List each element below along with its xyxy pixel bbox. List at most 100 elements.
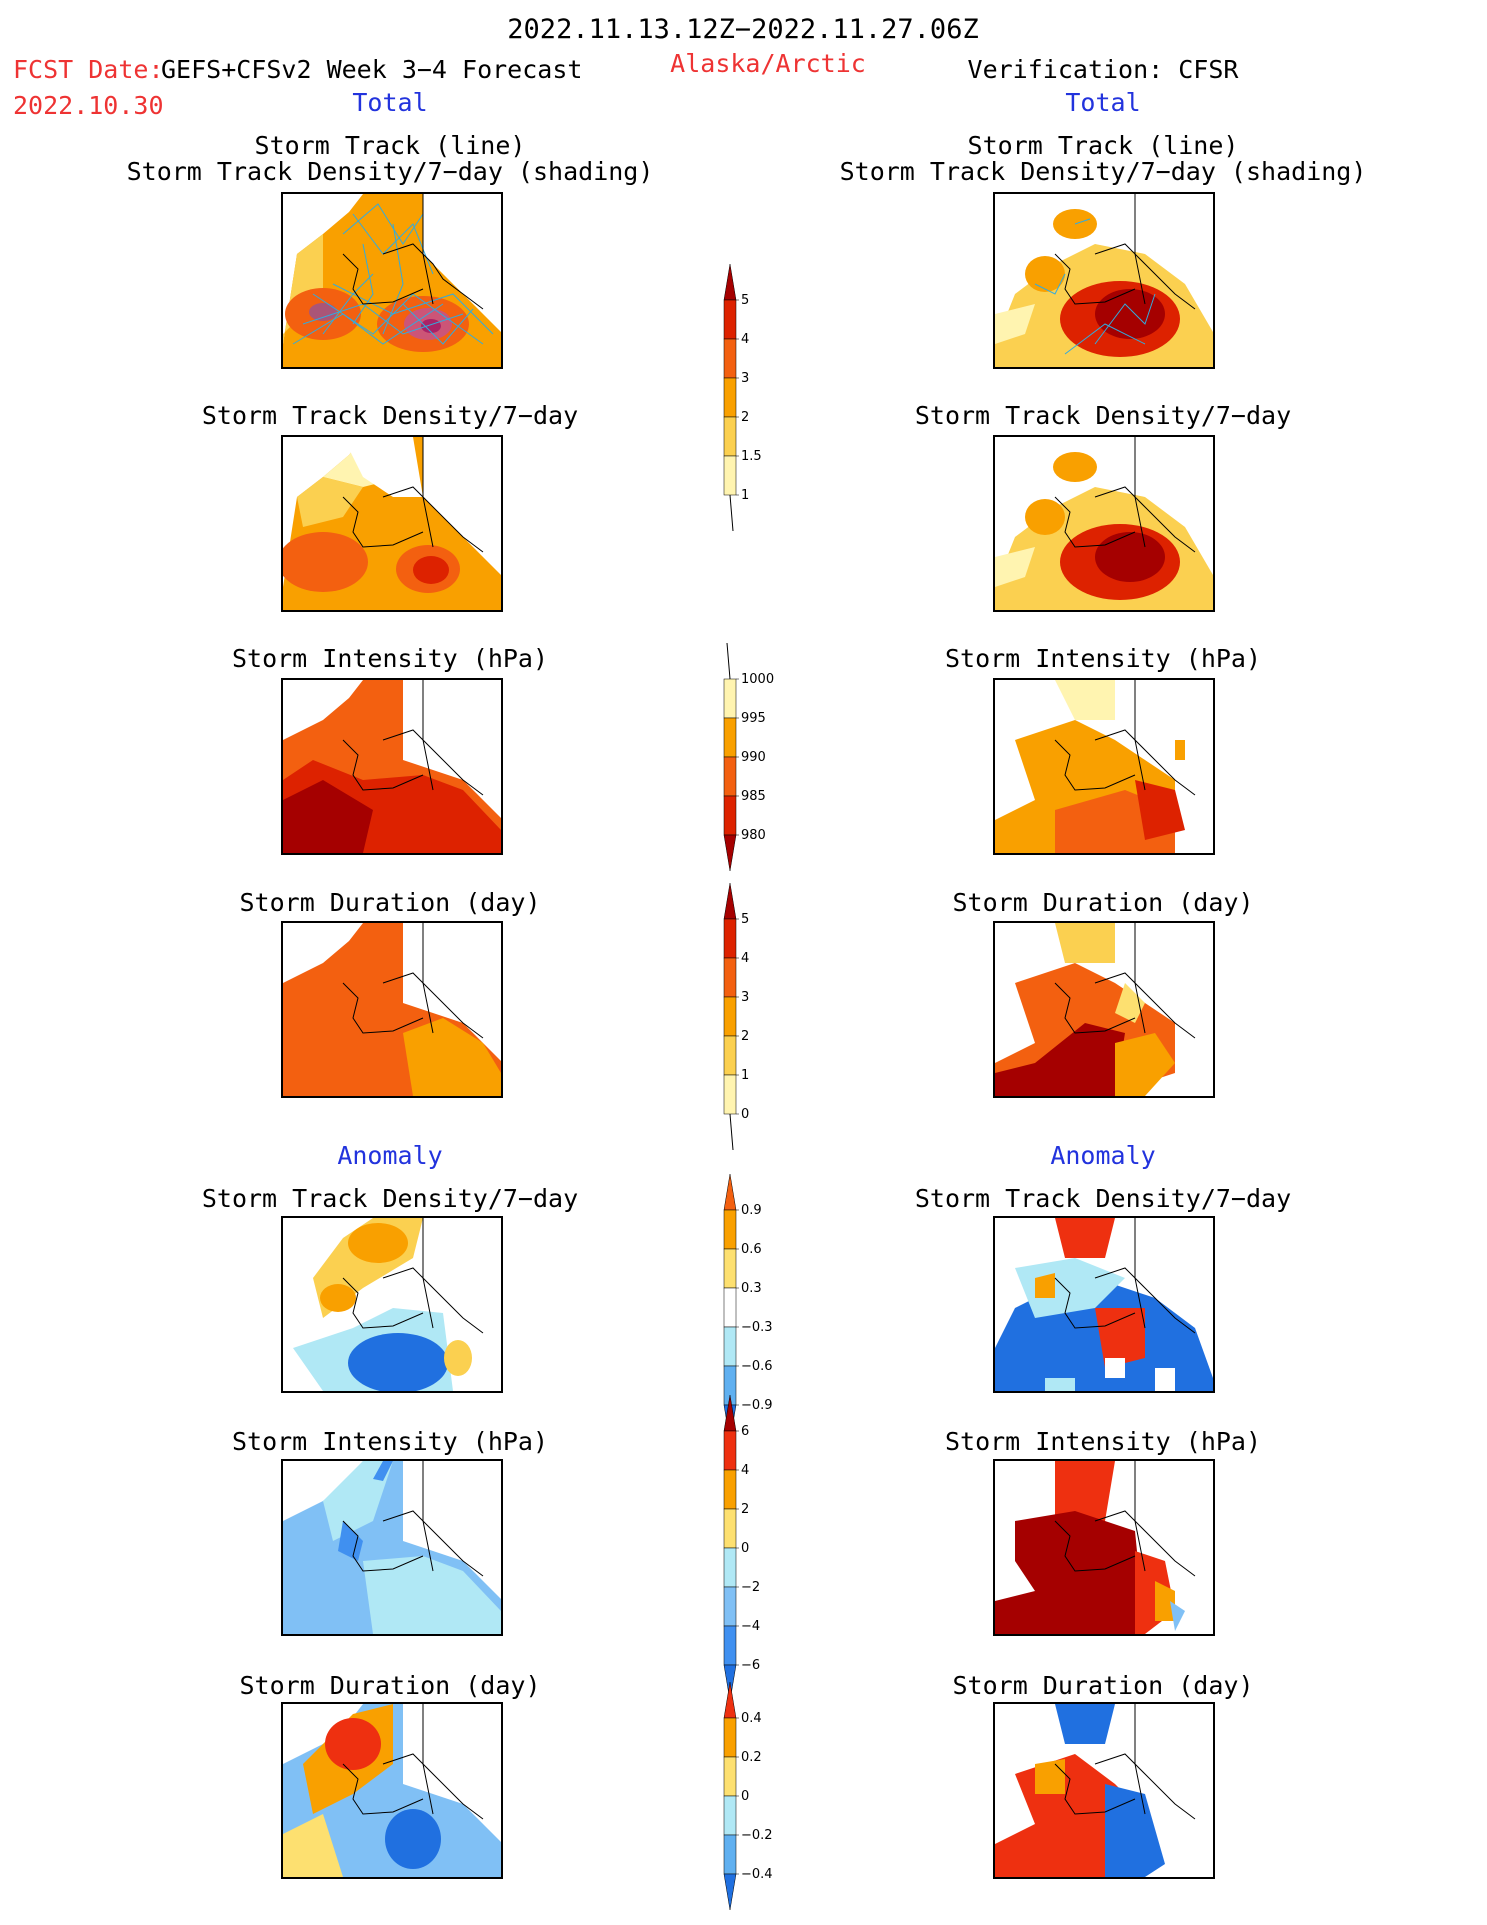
colorbar-tick-label: 4: [741, 951, 749, 966]
colorbar-tick-label: 2: [741, 1502, 749, 1517]
colorbar-segment: [723, 795, 737, 836]
colorbar-intensity-total: 1000 995 990 985 980: [723, 642, 774, 872]
title-anom-intensity-left: Storm Intensity (hPa): [231, 1427, 549, 1456]
colorbar-segment: [723, 1209, 737, 1250]
colorbar-segment: [723, 996, 737, 1037]
title-duration-left: Storm Duration (day): [239, 888, 541, 917]
colorbar-tick-label: 1: [741, 1068, 749, 1083]
title-track-shading-right: Storm Track Density/7−day (shading): [839, 157, 1367, 186]
title-anom-duration-left: Storm Duration (day): [239, 1671, 541, 1700]
colorbar-tick-label: 0: [741, 1107, 749, 1122]
colorbar-segment: [723, 1035, 737, 1076]
title-track-shading-left: Storm Track Density/7−day (shading): [126, 157, 654, 186]
colorbar-tick-label: 3: [741, 990, 749, 1005]
colorbar-bottom-tail: [729, 494, 734, 532]
title-track-density-left: Storm Track Density/7−day: [201, 401, 579, 430]
map-track-density-fcst: [281, 435, 503, 612]
colorbar-tick-label: −0.3: [741, 1320, 773, 1335]
total-label-left: Total: [352, 88, 428, 117]
title-anom-density-left: Storm Track Density/7−day: [201, 1184, 579, 1213]
colorbar-tick-label: 2: [741, 1029, 749, 1044]
colorbar-segment: [723, 1834, 737, 1875]
colorbar-duration-anomaly: 0.4 0.2 0 −0.2 −0.4: [723, 1681, 773, 1911]
colorbar-top-triangle: [723, 1173, 737, 1211]
colorbar-tick-label: 1.5: [741, 449, 762, 464]
colorbar-segment: [723, 416, 737, 457]
colorbar-tick-label: −0.9: [741, 1398, 773, 1413]
colorbar-segment: [723, 957, 737, 998]
colorbar-segment: [723, 678, 737, 719]
map-duration-obs: [993, 921, 1215, 1098]
colorbar-bottom-triangle: [723, 834, 737, 872]
colorbar-bottom-tail: [729, 1113, 734, 1151]
colorbar-segment: [723, 1717, 737, 1758]
colorbar-top-triangle: [723, 882, 737, 920]
colorbar-tick-label: 1000: [741, 672, 774, 687]
region-label: Alaska/Arctic: [670, 49, 866, 78]
colorbar-segment: [723, 1326, 737, 1367]
colorbar-segment: [723, 1756, 737, 1797]
title-track-line-right: Storm Track (line): [967, 131, 1239, 160]
colorbar-tick-label: 5: [741, 293, 749, 308]
colorbar-tick-label: 5: [741, 912, 749, 927]
colorbar-tick-label: −4: [741, 1619, 760, 1634]
colorbar-tick-label: 0.3: [741, 1281, 762, 1296]
colorbar-tick-label: 0.9: [741, 1203, 762, 1218]
title-track-line-left: Storm Track (line): [254, 131, 526, 160]
colorbar-segment: [723, 1469, 737, 1510]
colorbar-tick-label: 0.6: [741, 1242, 762, 1257]
title-track-density-right: Storm Track Density/7−day: [914, 401, 1292, 430]
map-track-density-obs: [993, 435, 1215, 612]
colorbar-tick-label: −0.2: [741, 1828, 773, 1843]
colorbar-segment: [723, 756, 737, 797]
colorbar-segment: [723, 338, 737, 379]
colorbar-tick-label: −2: [741, 1580, 760, 1595]
map-intensity-obs: [993, 678, 1215, 855]
map-anom-density-fcst: [281, 1216, 503, 1393]
colorbar-segment: [723, 1248, 737, 1289]
map-anom-intensity-fcst: [281, 1459, 503, 1636]
colorbar-top-triangle: [723, 1681, 737, 1719]
colorbar-tick-label: 980: [741, 828, 766, 843]
colorbar-top-triangle: [723, 263, 737, 301]
colorbar-tick-label: 0: [741, 1789, 749, 1804]
colorbar-tick-label: 985: [741, 789, 766, 804]
colorbar-bottom-triangle: [723, 1873, 737, 1911]
map-duration-fcst: [281, 921, 503, 1098]
anomaly-label-left: Anomaly: [337, 1141, 443, 1170]
colorbar-density-total: 5 4 3 2 1.5 1: [723, 263, 762, 532]
colorbar-tick-label: 6: [741, 1424, 749, 1439]
title-intensity-left: Storm Intensity (hPa): [231, 644, 549, 673]
map-anom-density-obs: [993, 1216, 1215, 1393]
colorbar-tick-label: 0.2: [741, 1750, 762, 1765]
colorbar-segment: [723, 1074, 737, 1115]
colorbar-segment: [723, 1625, 737, 1666]
anomaly-label-right: Anomaly: [1050, 1141, 1156, 1170]
fcst-date: 2022.10.30: [13, 91, 164, 120]
period-title: 2022.11.13.12Z−2022.11.27.06Z: [507, 14, 979, 45]
colorbar-tick-label: −0.6: [741, 1359, 773, 1374]
map-track-line-fcst: [281, 192, 503, 369]
colorbar-intensity-anomaly: 6 4 2 0 −2 −4 −6: [723, 1394, 760, 1702]
colorbar-density-anomaly: 0.9 0.6 0.3 −0.3 −0.6 −0.9: [723, 1173, 773, 1442]
verification-label: Verification: CFSR: [967, 55, 1239, 84]
colorbar-segment: [723, 299, 737, 340]
title-anom-density-right: Storm Track Density/7−day: [914, 1184, 1292, 1213]
colorbar-tick-label: 0: [741, 1541, 749, 1556]
colorbar-tick-label: 1: [741, 488, 749, 503]
title-anom-intensity-right: Storm Intensity (hPa): [944, 1427, 1262, 1456]
map-anom-duration-obs: [993, 1702, 1215, 1879]
map-intensity-fcst: [281, 678, 503, 855]
colorbar-tick-label: −0.4: [741, 1867, 773, 1882]
colorbar-tick-label: 4: [741, 1463, 749, 1478]
colorbar-segment: [723, 918, 737, 959]
total-label-right: Total: [1065, 88, 1141, 117]
colorbar-duration-total: 5 4 3 2 1 0: [723, 882, 749, 1151]
colorbar-tick-label: 4: [741, 332, 749, 347]
colorbar-segment: [723, 377, 737, 418]
map-anom-intensity-obs: [993, 1459, 1215, 1636]
colorbar-segment: [723, 1430, 737, 1471]
colorbar-tick-label: −6: [741, 1658, 760, 1673]
colorbar-top-triangle: [723, 1394, 737, 1432]
colorbar-tick-label: 990: [741, 750, 766, 765]
